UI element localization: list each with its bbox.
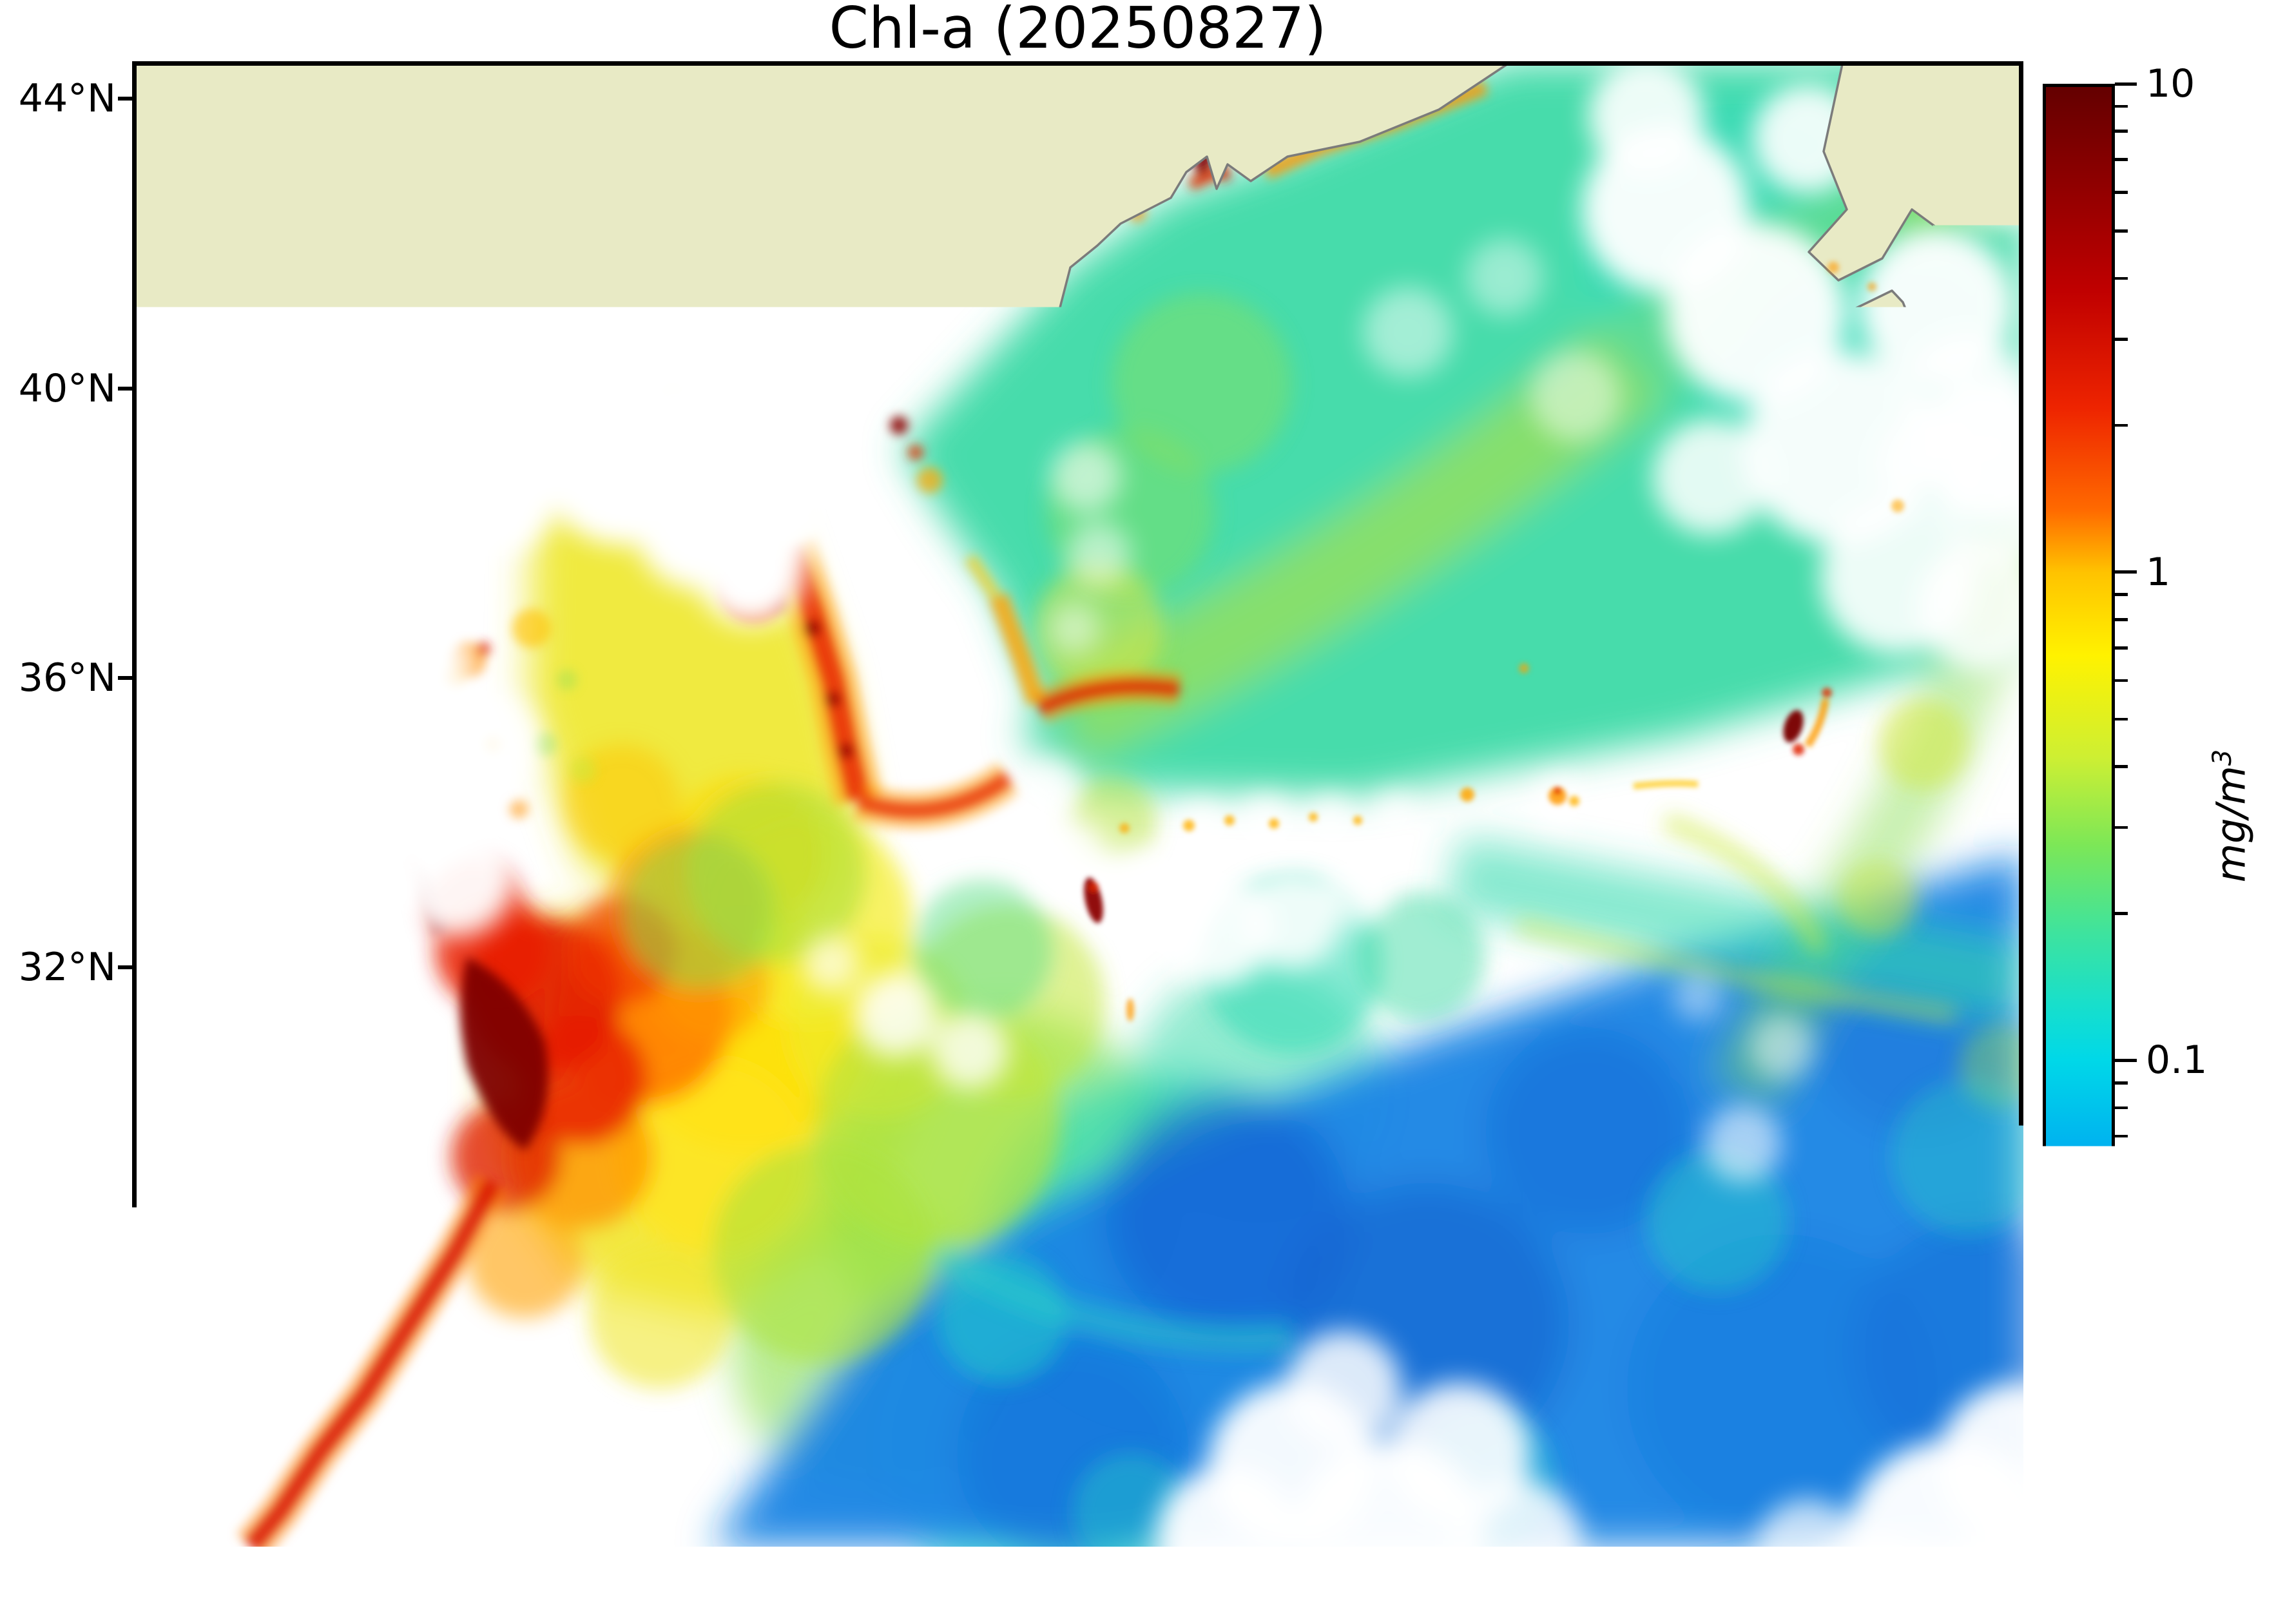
colorbar-tick-label: 1 xyxy=(2146,550,2170,594)
x-tick-label: 135°E xyxy=(1336,1567,1543,1611)
colorbar-minor-tick xyxy=(2115,338,2128,341)
colorbar-minor-tick xyxy=(2115,1135,2128,1138)
colorbar-minor-tick xyxy=(2115,130,2128,133)
colorbar-minor-tick xyxy=(2115,1081,2128,1085)
colorbar-minor-tick xyxy=(2115,424,2128,427)
y-tick-mark xyxy=(118,676,132,680)
x-tick-mark xyxy=(352,1547,356,1561)
colorbar-minor-tick xyxy=(2115,618,2128,621)
colorbar-minor-tick xyxy=(2115,765,2128,768)
colorbar-major-tick xyxy=(2115,1547,2137,1551)
y-tick-mark xyxy=(118,97,132,101)
colorbar-tick-label: 0.01 xyxy=(2146,1527,2232,1571)
colorbar-tick-label: 10 xyxy=(2146,62,2195,106)
figure: Chl-a (20250827) xyxy=(0,0,2285,1624)
colorbar-minor-tick xyxy=(2115,229,2128,233)
colorbar-minor-tick xyxy=(2115,679,2128,682)
colorbar-minor-tick xyxy=(2115,718,2128,721)
colorbar-minor-tick xyxy=(2115,1253,2128,1257)
x-tick-label: 120°E xyxy=(251,1567,457,1611)
colorbar-major-tick xyxy=(2115,82,2137,86)
colorbar-minor-tick xyxy=(2115,1167,2128,1170)
colorbar-minor-tick xyxy=(2115,1400,2128,1404)
colorbar-minor-tick xyxy=(2115,158,2128,161)
y-tick-label: 28°N xyxy=(0,1235,116,1279)
x-tick-mark xyxy=(1075,1547,1079,1561)
colorbar-gradient xyxy=(2046,87,2112,1545)
chart-title: Chl-a (20250827) xyxy=(132,0,2023,59)
colorbar-tick-label: 0.1 xyxy=(2146,1038,2207,1082)
y-tick-label: 40°N xyxy=(0,367,116,411)
y-tick-mark xyxy=(118,965,132,969)
colorbar-minor-tick xyxy=(2115,646,2128,650)
colorbar-minor-tick xyxy=(2115,912,2128,915)
colorbar-minor-tick xyxy=(2115,1206,2128,1209)
x-tick-label: 125°E xyxy=(612,1567,818,1611)
y-tick-label: 32°N xyxy=(0,945,116,989)
colorbar-minor-tick xyxy=(2115,593,2128,596)
x-tick-label: 130°E xyxy=(974,1567,1181,1611)
y-tick-mark xyxy=(118,387,132,391)
y-tick-label: 44°N xyxy=(0,77,116,121)
colorbar-minor-tick xyxy=(2115,826,2128,829)
y-tick-mark xyxy=(118,1255,132,1259)
colorbar-minor-tick xyxy=(2115,105,2128,108)
colorbar xyxy=(2043,84,2115,1549)
y-tick-label: 36°N xyxy=(0,656,116,700)
colorbar-minor-tick xyxy=(2115,277,2128,280)
colorbar-unit-label: mg/m3 xyxy=(2208,749,2255,883)
colorbar-major-tick xyxy=(2115,570,2137,574)
x-tick-mark xyxy=(1799,1547,1803,1561)
colorbar-minor-tick xyxy=(2115,191,2128,194)
x-tick-label: 140°E xyxy=(1698,1567,1904,1611)
x-tick-mark xyxy=(713,1547,717,1561)
colorbar-major-tick xyxy=(2115,1059,2137,1062)
map-plot xyxy=(132,61,2023,1547)
colorbar-minor-tick xyxy=(2115,1107,2128,1110)
y-tick-mark xyxy=(118,1545,132,1549)
colorbar-minor-tick xyxy=(2115,1315,2128,1318)
y-tick-label: 24°N xyxy=(0,1525,116,1569)
x-tick-mark xyxy=(1438,1547,1441,1561)
